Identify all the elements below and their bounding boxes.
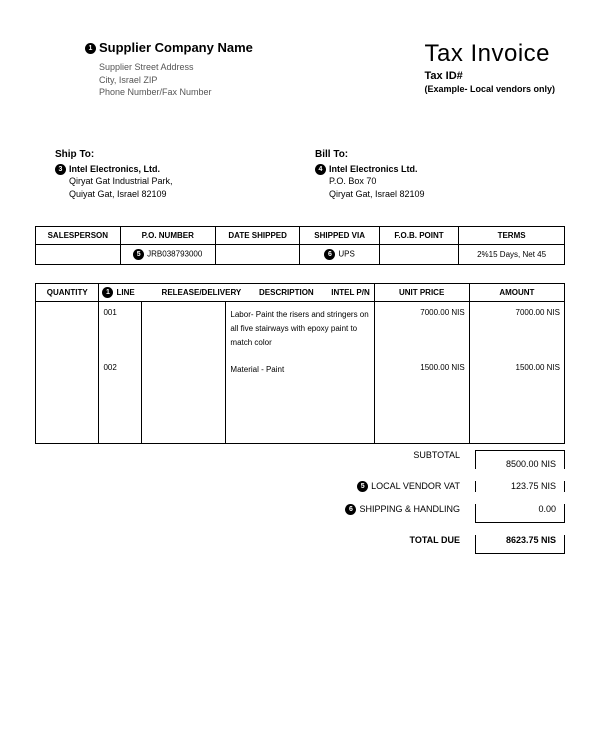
totals-block: SUBTOTAL 8500.00 NIS 5LOCAL VENDOR VAT 1…	[35, 444, 565, 560]
ship-to-line1: Qiryat Gat Industrial Park,	[55, 175, 305, 188]
meta-value-row: 5JRB038793000 6UPS 2%15 Days, Net 45	[36, 244, 565, 264]
items-table: QUANTITY 1 LINE RELEASE/DELIVERY DESCRIP…	[35, 283, 565, 444]
subtotal-row: SUBTOTAL 8500.00 NIS	[35, 444, 565, 475]
marker-5a: 5	[133, 249, 144, 260]
vat-label: 5LOCAL VENDOR VAT	[255, 481, 475, 492]
bill-to-title: Bill To:	[315, 149, 565, 160]
items-h-desc: DESCRIPTION	[245, 288, 327, 297]
total-value: 8623.75 NIS	[475, 535, 565, 554]
meta-h-po: P.O. NUMBER	[120, 226, 215, 244]
item2-desc: Material - Paint	[226, 357, 374, 383]
marker-1b: 1	[102, 287, 113, 298]
vat-value: 123.75 NIS	[475, 481, 565, 492]
supplier-name: 1Supplier Company Name	[85, 40, 253, 55]
vat-label-text: LOCAL VENDOR VAT	[371, 481, 460, 491]
vat-row: 5LOCAL VENDOR VAT 123.75 NIS	[35, 475, 565, 498]
items-h-qty: QUANTITY	[36, 283, 99, 301]
bill-to-name: Intel Electronics Ltd.	[329, 164, 418, 174]
item1-line: 001	[99, 301, 141, 357]
total-row: TOTAL DUE 8623.75 NIS	[35, 529, 565, 560]
items-h-pn: INTEL P/N	[327, 288, 373, 297]
item-spacer	[36, 383, 565, 443]
meta-table: SALESPERSON P.O. NUMBER DATE SHIPPED SHI…	[35, 226, 565, 265]
ship-to-name-row: 3Intel Electronics, Ltd.	[55, 163, 305, 176]
meta-via-text: UPS	[338, 249, 354, 258]
marker-3: 3	[55, 164, 66, 175]
items-h-unit: UNIT PRICE	[374, 283, 469, 301]
items-header-row: QUANTITY 1 LINE RELEASE/DELIVERY DESCRIP…	[36, 283, 565, 301]
bill-to-name-row: 4Intel Electronics Ltd.	[315, 163, 565, 176]
bill-to-line1: P.O. Box 70	[315, 175, 565, 188]
addresses: Ship To: 3Intel Electronics, Ltd. Qiryat…	[35, 149, 565, 201]
item1-amount: 7000.00 NIS	[469, 301, 564, 357]
meta-h-fob: F.O.B. POINT	[379, 226, 458, 244]
item1-unit: 7000.00 NIS	[374, 301, 469, 357]
meta-h-salesperson: SALESPERSON	[36, 226, 121, 244]
supplier-phone: Phone Number/Fax Number	[85, 86, 253, 99]
meta-h-date: DATE SHIPPED	[215, 226, 300, 244]
tax-id-label: Tax ID#	[424, 70, 555, 82]
supplier-name-text: Supplier Company Name	[99, 40, 253, 55]
meta-fob	[379, 244, 458, 264]
item2-unit: 1500.00 NIS	[374, 357, 469, 383]
marker-1: 1	[85, 43, 96, 54]
item-row-1: 001 Labor- Paint the risers and stringer…	[36, 301, 565, 357]
items-h-line: LINE	[116, 288, 157, 297]
meta-h-via: SHIPPED VIA	[300, 226, 379, 244]
item1-desc: Labor- Paint the risers and stringers on…	[226, 301, 374, 357]
item2-qty	[36, 357, 99, 383]
item2-line: 002	[99, 357, 141, 383]
meta-terms: 2%15 Days, Net 45	[459, 244, 565, 264]
item2-amount: 1500.00 NIS	[469, 357, 564, 383]
meta-h-terms: TERMS	[459, 226, 565, 244]
ship-to-block: Ship To: 3Intel Electronics, Ltd. Qiryat…	[55, 149, 305, 201]
marker-4: 4	[315, 164, 326, 175]
ship-to-title: Ship To:	[55, 149, 305, 160]
shipping-label: 6SHIPPING & HANDLING	[255, 504, 475, 523]
supplier-city: City, Israel ZIP	[85, 74, 253, 87]
item1-release	[141, 301, 226, 357]
ship-to-name: Intel Electronics, Ltd.	[69, 164, 160, 174]
meta-date	[215, 244, 300, 264]
invoice-title-block: Tax Invoice Tax ID# (Example- Local vend…	[424, 40, 565, 99]
total-label: TOTAL DUE	[255, 535, 475, 554]
invoice-title: Tax Invoice	[424, 40, 555, 68]
shipping-row: 6SHIPPING & HANDLING 0.00	[35, 498, 565, 529]
meta-via: 6UPS	[300, 244, 379, 264]
items-h-release: RELEASE/DELIVERY	[158, 288, 246, 297]
marker-6a: 6	[324, 249, 335, 260]
marker-6b: 6	[345, 504, 356, 515]
meta-po-text: JRB038793000	[147, 249, 202, 258]
item2-release	[141, 357, 226, 383]
bill-to-line2: Qiryat Gat, Israel 82109	[315, 188, 565, 201]
ship-to-line2: Quiyat Gat, Israel 82109	[55, 188, 305, 201]
subtotal-value: 8500.00 NIS	[475, 450, 565, 469]
meta-salesperson	[36, 244, 121, 264]
items-h-mid: 1 LINE RELEASE/DELIVERY DESCRIPTION INTE…	[99, 283, 374, 301]
invoice-note: (Example- Local vendors only)	[424, 84, 555, 94]
meta-po: 5JRB038793000	[120, 244, 215, 264]
item1-qty	[36, 301, 99, 357]
header: 1Supplier Company Name Supplier Street A…	[35, 40, 565, 99]
marker-5b: 5	[357, 481, 368, 492]
item-row-2: 002 Material - Paint 1500.00 NIS 1500.00…	[36, 357, 565, 383]
meta-header-row: SALESPERSON P.O. NUMBER DATE SHIPPED SHI…	[36, 226, 565, 244]
supplier-street: Supplier Street Address	[85, 61, 253, 74]
subtotal-label: SUBTOTAL	[255, 450, 475, 469]
shipping-value: 0.00	[475, 504, 565, 523]
shipping-label-text: SHIPPING & HANDLING	[359, 504, 460, 514]
items-h-amount: AMOUNT	[469, 283, 564, 301]
bill-to-block: Bill To: 4Intel Electronics Ltd. P.O. Bo…	[315, 149, 565, 201]
supplier-block: 1Supplier Company Name Supplier Street A…	[35, 40, 253, 99]
